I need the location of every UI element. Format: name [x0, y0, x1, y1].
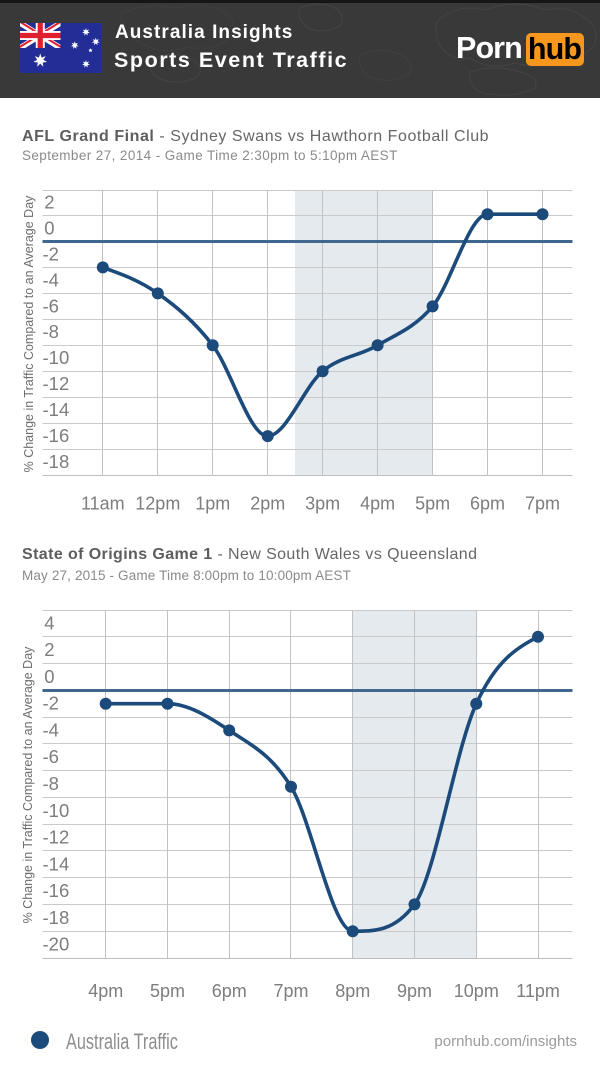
- svg-text:4: 4: [44, 612, 54, 633]
- svg-text:4pm: 4pm: [88, 981, 123, 1001]
- svg-text:-20: -20: [43, 934, 70, 955]
- svg-text:-12: -12: [43, 373, 70, 394]
- svg-text:-6: -6: [43, 295, 59, 316]
- svg-text:-2: -2: [43, 693, 59, 714]
- svg-text:-16: -16: [43, 425, 70, 446]
- svg-text:0: 0: [44, 666, 54, 687]
- svg-text:0: 0: [44, 217, 54, 238]
- svg-text:4pm: 4pm: [360, 494, 395, 514]
- svg-text:6pm: 6pm: [212, 981, 247, 1001]
- svg-text:-4: -4: [43, 720, 59, 741]
- svg-text:7pm: 7pm: [525, 494, 560, 514]
- svg-text:% Change in Traffic Compared t: % Change in Traffic Compared to an Avera…: [21, 646, 35, 924]
- svg-text:% Change in Traffic Compared t: % Change in Traffic Compared to an Avera…: [22, 195, 36, 473]
- svg-text:-10: -10: [43, 800, 70, 821]
- svg-text:10pm: 10pm: [454, 981, 499, 1001]
- svg-text:-14: -14: [43, 853, 70, 874]
- svg-text:9pm: 9pm: [397, 981, 432, 1001]
- svg-text:2: 2: [44, 639, 54, 660]
- svg-text:8pm: 8pm: [335, 981, 370, 1001]
- svg-text:5pm: 5pm: [415, 494, 450, 514]
- svg-text:-8: -8: [43, 321, 59, 342]
- svg-text:-18: -18: [43, 907, 70, 928]
- svg-text:11pm: 11pm: [516, 981, 560, 1001]
- svg-text:2pm: 2pm: [250, 494, 285, 514]
- svg-text:3pm: 3pm: [305, 494, 340, 514]
- svg-text:7pm: 7pm: [273, 981, 308, 1001]
- svg-text:-2: -2: [43, 243, 59, 264]
- svg-text:11am: 11am: [81, 494, 125, 514]
- svg-text:-10: -10: [43, 347, 70, 368]
- svg-text:-8: -8: [43, 773, 59, 794]
- svg-text:5pm: 5pm: [150, 981, 185, 1001]
- svg-text:-4: -4: [43, 269, 59, 290]
- svg-text:12pm: 12pm: [135, 494, 180, 514]
- svg-text:-6: -6: [43, 746, 59, 767]
- svg-text:6pm: 6pm: [470, 494, 505, 514]
- svg-text:-12: -12: [43, 827, 70, 848]
- svg-text:2: 2: [44, 192, 54, 213]
- svg-text:-16: -16: [43, 880, 70, 901]
- svg-text:-14: -14: [43, 399, 70, 420]
- svg-text:1pm: 1pm: [195, 494, 230, 514]
- svg-text:-18: -18: [43, 451, 70, 472]
